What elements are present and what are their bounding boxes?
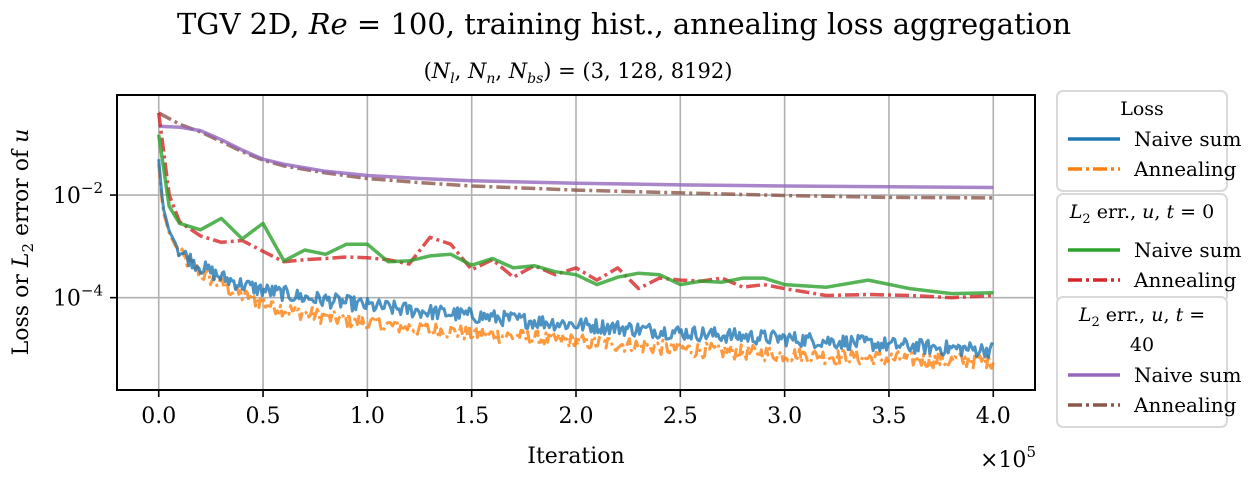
legend-label: Annealing	[1134, 267, 1237, 292]
legend-entry: Annealing	[1066, 390, 1236, 420]
legend-error-t0: L2 err., u, t = 0 Naive sum Annealing	[1056, 193, 1241, 303]
legend-error-t40: L2 err., u, t = 40 Naive sum Annealing	[1056, 296, 1241, 428]
x-tick-label: 0.5	[246, 404, 281, 429]
legend-title-error-t40: L2 err., u, t = 40	[1078, 304, 1206, 356]
x-tick-label: 1.5	[454, 404, 489, 429]
legend-label: Annealing	[1134, 392, 1237, 417]
chart-title: TGV 2D, Re = 100, training hist., anneal…	[177, 7, 1071, 41]
x-tick-label: 3.0	[767, 404, 802, 429]
series-line	[158, 124, 994, 190]
legend-entry: Naive sum	[1066, 360, 1241, 390]
plot-series	[156, 111, 995, 370]
x-tick-label: 2.0	[559, 404, 594, 429]
x-axis: 0.0 0.5 1.0 1.5 2.0 2.5 3.0 3.5 4.0	[141, 390, 1011, 429]
legend-title-error-t0: L2 err., u, t = 0	[1069, 201, 1215, 227]
legend-swatch-loss-annealing	[1068, 167, 1120, 171]
x-tick-label: 0.0	[141, 404, 176, 429]
y-tick-label: 10−2	[53, 179, 103, 209]
plot-grid	[117, 95, 1035, 390]
legend-entry: Annealing	[1066, 154, 1236, 184]
x-axis-multiplier: ×105	[980, 443, 1036, 473]
legend-swatch-t0-naive	[1068, 248, 1120, 252]
x-tick-label: 4.0	[976, 404, 1011, 429]
legend-entry: Annealing	[1066, 265, 1236, 295]
legend-label: Annealing	[1134, 157, 1237, 181]
legend-swatch-t40-annealing	[1068, 403, 1120, 407]
y-tick-label: 10−4	[53, 282, 103, 312]
legend-swatch-t0-annealing	[1068, 278, 1120, 282]
legend-entry: Naive sum	[1066, 235, 1241, 265]
series-line	[156, 112, 994, 300]
legend-swatch-t40-naive	[1068, 373, 1120, 377]
legend-entry: Naive sum	[1066, 124, 1241, 154]
series-line	[156, 134, 994, 296]
x-tick-label: 3.5	[871, 404, 906, 429]
legend-label: Naive sum	[1134, 127, 1242, 151]
legend-label: Naive sum	[1134, 362, 1242, 387]
chart-subtitle: (Nl, Nn, Nbs) = (3, 128, 8192)	[424, 59, 733, 87]
y-axis: 10−2 10−4	[53, 179, 117, 312]
legend-swatch-loss-naive	[1068, 137, 1120, 141]
x-tick-label: 1.0	[350, 404, 385, 429]
x-axis-label: Iteration	[527, 444, 624, 469]
x-tick-label: 2.5	[663, 404, 698, 429]
legend-label: Naive sum	[1134, 237, 1242, 262]
series-line	[157, 159, 995, 359]
legend-title-loss: Loss	[1120, 98, 1164, 120]
series-line	[157, 164, 995, 370]
y-axis-label: Loss or L2 error of u	[9, 129, 37, 356]
legend-loss: Loss Naive sum Annealing	[1056, 90, 1241, 192]
